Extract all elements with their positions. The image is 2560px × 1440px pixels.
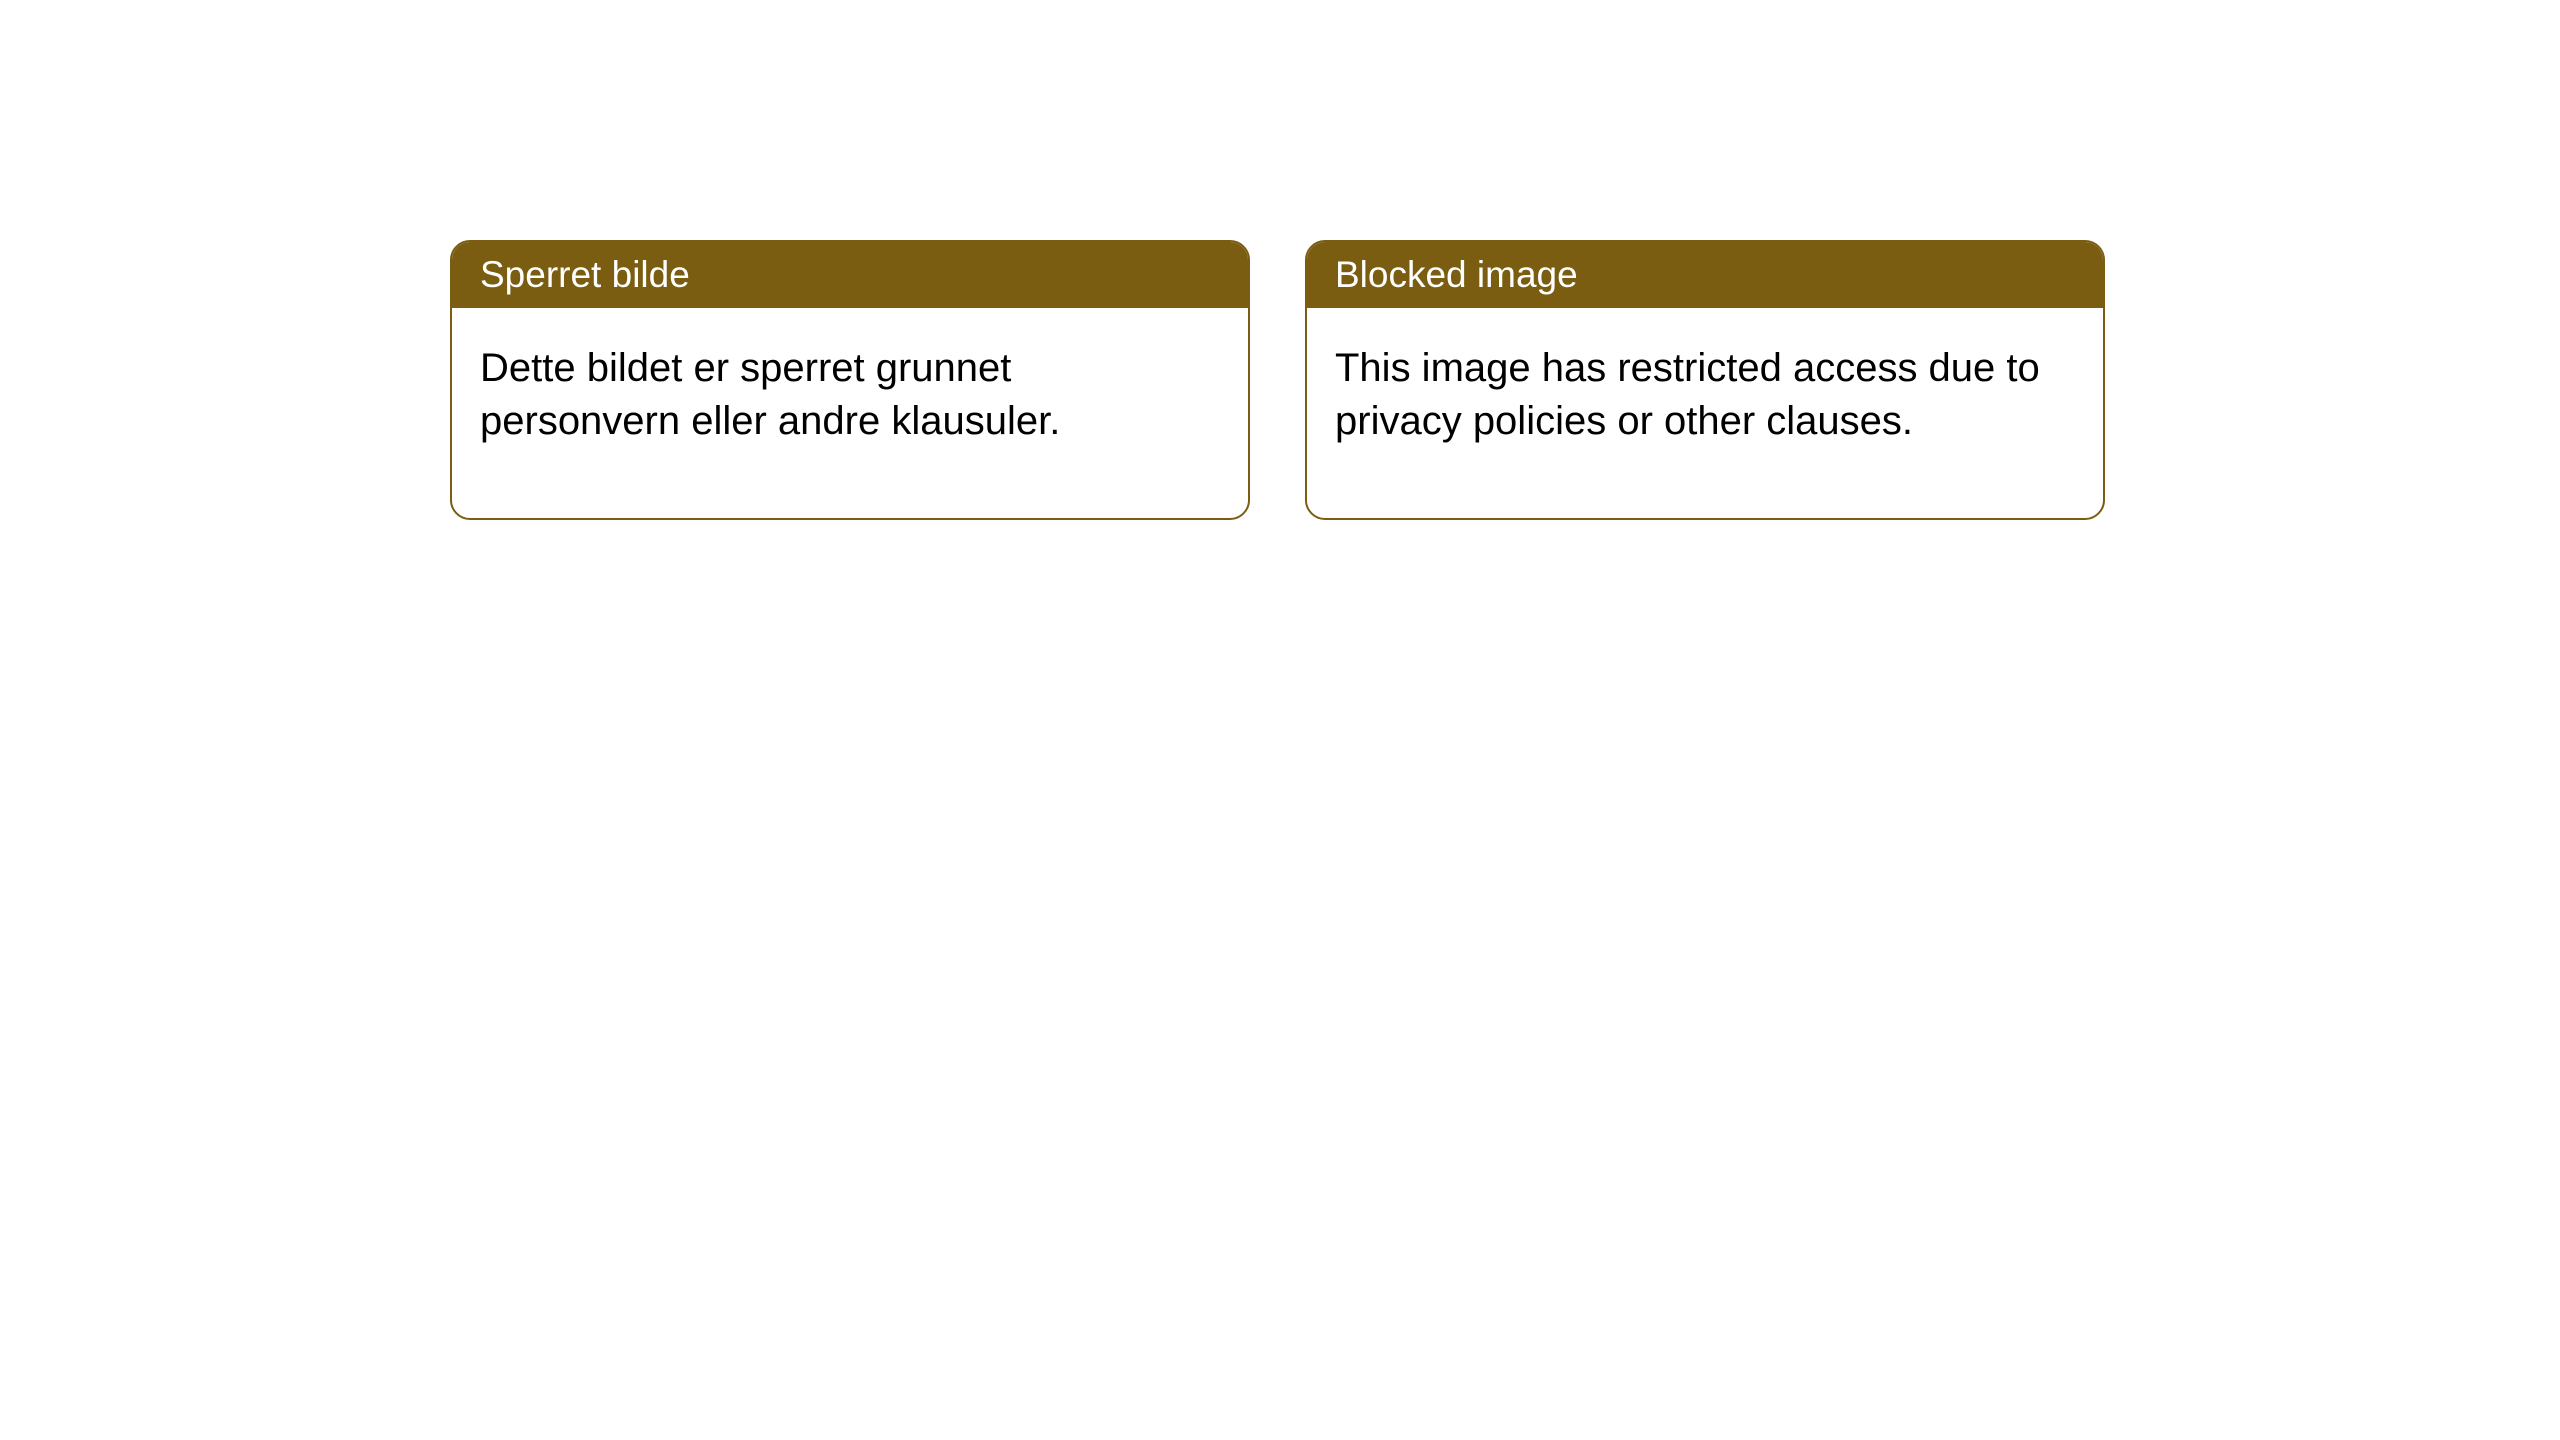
notice-body: This image has restricted access due to … — [1307, 308, 2103, 518]
notice-box-norwegian: Sperret bilde Dette bildet er sperret gr… — [450, 240, 1250, 520]
notice-body: Dette bildet er sperret grunnet personve… — [452, 308, 1248, 518]
notice-title: Sperret bilde — [452, 242, 1248, 308]
notice-container: Sperret bilde Dette bildet er sperret gr… — [0, 0, 2560, 520]
notice-box-english: Blocked image This image has restricted … — [1305, 240, 2105, 520]
notice-title: Blocked image — [1307, 242, 2103, 308]
